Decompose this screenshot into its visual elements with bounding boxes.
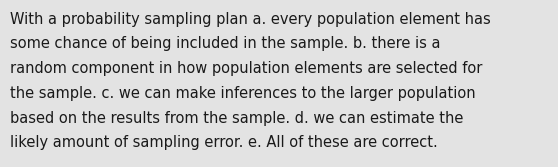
Text: the sample. c. we can make inferences to the larger population: the sample. c. we can make inferences to… — [10, 86, 475, 101]
Text: based on the results from the sample. d. we can estimate the: based on the results from the sample. d.… — [10, 111, 463, 126]
Text: With a probability sampling plan a. every population element has: With a probability sampling plan a. ever… — [10, 12, 491, 27]
Text: random component in how population elements are selected for: random component in how population eleme… — [10, 61, 483, 76]
Text: likely amount of sampling error. e. All of these are correct.: likely amount of sampling error. e. All … — [10, 135, 438, 150]
Text: some chance of being included in the sample. b. there is a: some chance of being included in the sam… — [10, 36, 441, 51]
